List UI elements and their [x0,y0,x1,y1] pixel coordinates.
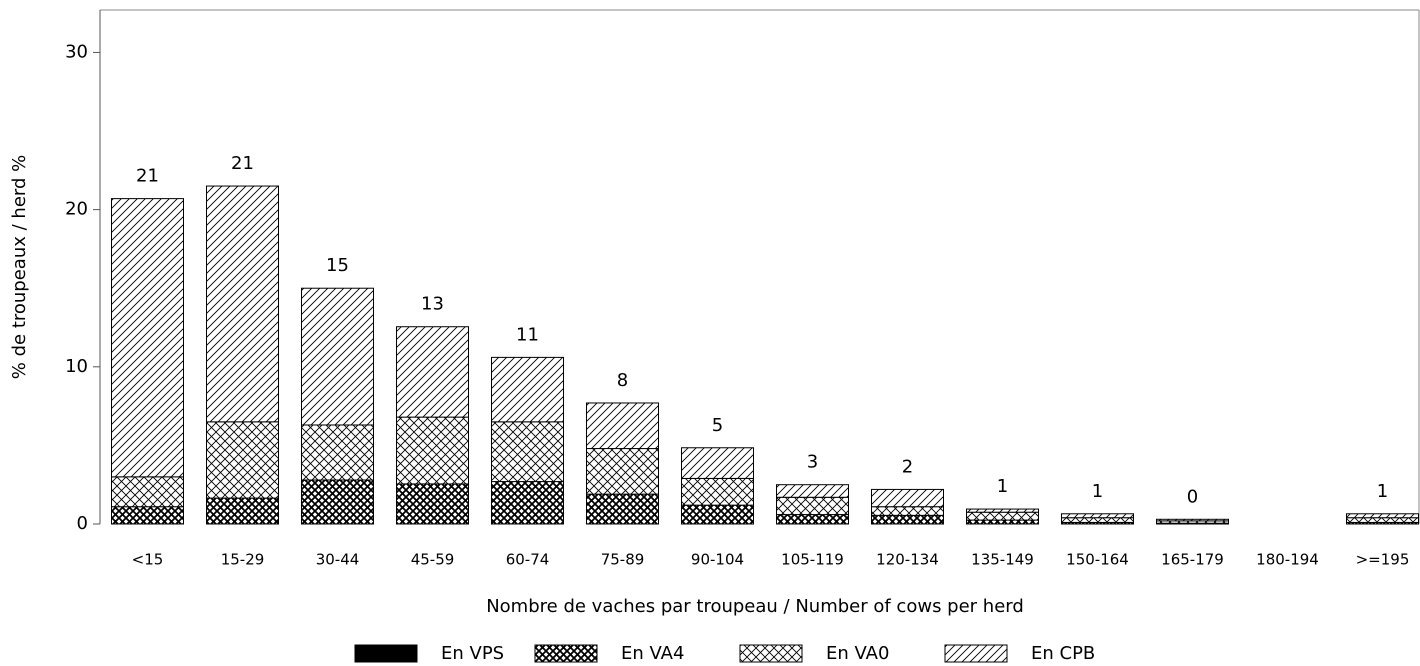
data-label: 1 [1092,481,1103,502]
bar-segment [301,479,374,525]
legend-swatch [354,644,418,663]
bar-segment [1061,513,1134,519]
bar-segment [586,493,659,525]
legend-label: En VA0 [826,643,889,664]
legend-label: En VPS [441,643,504,664]
bar-segment [396,326,469,418]
x-tick-label: 75-89 [601,551,645,569]
bar-segment [681,504,754,525]
x-tick-label: 150-164 [1066,551,1129,569]
bar-segment [111,506,184,525]
legend-label: En CPB [1031,643,1095,664]
x-tick-label: 15-29 [221,551,265,569]
x-tick-label: 105-119 [781,551,844,569]
bar-segment [776,484,849,498]
data-label: 15 [326,255,349,276]
data-label: 0 [1187,486,1198,507]
bar-segment [1346,517,1419,523]
data-label: 21 [231,153,254,174]
y-axis-label: % de troupeaux / herd % [9,155,30,379]
bar-segment [776,496,849,516]
bar-segment [776,514,849,525]
x-tick-label: 60-74 [506,551,550,569]
data-label: 1 [997,476,1008,497]
x-tick-label: 135-149 [971,551,1034,569]
bar-segment [491,481,564,525]
bar-segment [586,448,659,495]
bar-segment [396,416,469,485]
bar-segment [681,447,754,479]
bar-segment [206,421,279,499]
legend-swatch [534,644,598,663]
x-tick-label: <15 [132,551,164,569]
bar-segment [681,477,754,506]
data-label: 13 [421,294,444,315]
bar-segment [111,476,184,508]
bar-segment [491,356,564,423]
data-label: 5 [712,415,723,436]
bar-segment [206,497,279,525]
bar-segment [1156,518,1229,522]
x-tick-label: 180-194 [1256,551,1319,569]
y-tick-label: 30 [65,41,88,62]
x-tick-label: 45-59 [411,551,455,569]
bar-segment [966,508,1039,513]
bar-segment [966,519,1039,525]
bar-segment [111,198,184,478]
data-label: 11 [516,324,539,345]
y-tick-label: 10 [65,356,88,377]
x-tick-label: 165-179 [1161,551,1224,569]
data-label: 21 [136,166,159,187]
y-tick-label: 0 [77,513,88,534]
x-tick-label: >=195 [1356,551,1410,569]
x-tick-label: 120-134 [876,551,939,569]
bar-segment [301,287,374,426]
bar-segment [301,424,374,481]
bar-segment [491,421,564,483]
bar-segment [871,514,944,525]
bar-segment [871,488,944,508]
bar-segment [966,511,1039,521]
bar-segment [1346,513,1419,519]
data-label: 1 [1377,481,1388,502]
x-tick-label: 30-44 [316,551,360,569]
legend-swatch [944,644,1008,663]
data-label: 3 [807,452,818,473]
bar-segment [586,402,659,450]
data-label: 2 [902,456,913,477]
bar-segment [1061,517,1134,523]
data-label: 8 [617,370,628,391]
bar-segment [871,506,944,516]
y-tick-label: 20 [65,199,88,220]
legend-swatch [739,644,803,663]
legend-label: En VA4 [621,643,684,664]
x-axis-label: Nombre de vaches par troupeau / Number o… [486,596,1024,617]
x-tick-label: 90-104 [691,551,744,569]
bar-segment [396,483,469,525]
bar-segment [206,185,279,423]
